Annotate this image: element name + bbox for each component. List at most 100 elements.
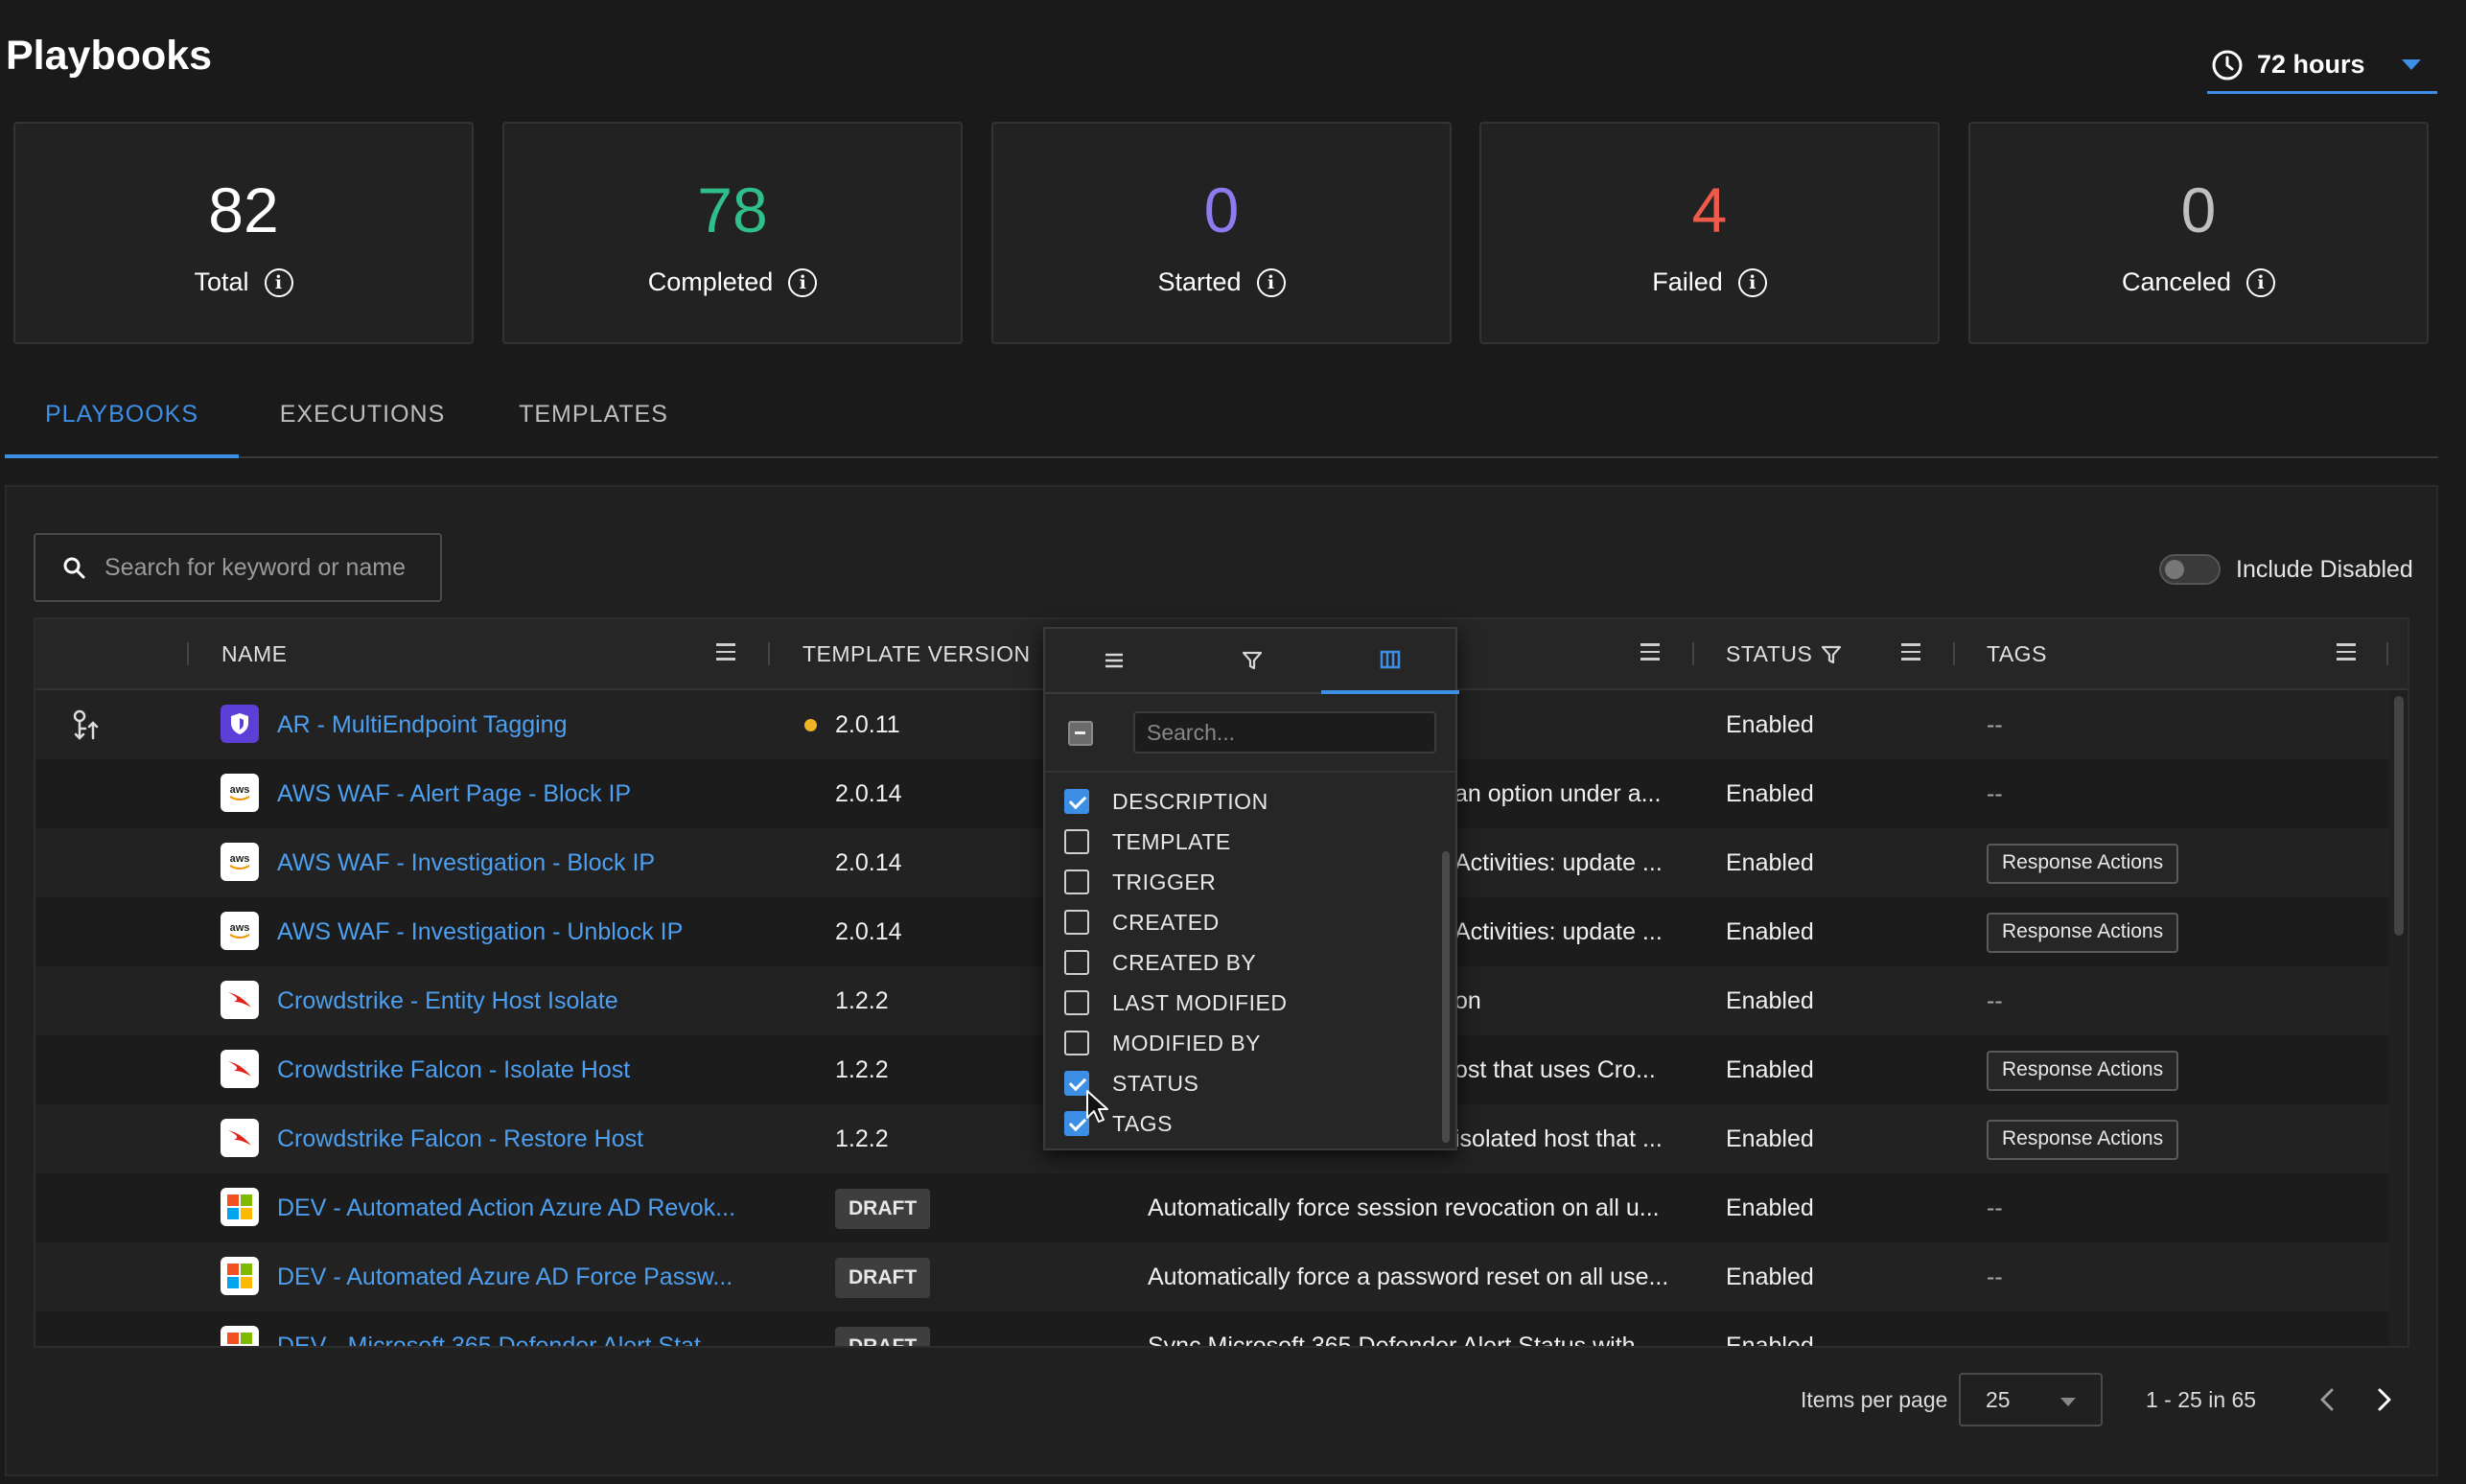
playbook-name-link[interactable]: DEV - Microsoft 365 Defender Alert Stat.… xyxy=(277,1333,721,1348)
template-version: 1.2.2 xyxy=(835,1056,889,1083)
stat-card-failed: 4 Failed i xyxy=(1479,122,1940,344)
tab-playbooks[interactable]: PLAYBOOKS xyxy=(5,382,239,458)
column-menu-icon[interactable] xyxy=(716,643,735,664)
column-checkbox[interactable] xyxy=(1064,789,1089,814)
column-chooser-tabs xyxy=(1045,629,1459,694)
status-value: Enabled xyxy=(1726,1194,1814,1221)
column-option-status[interactable]: STATUS xyxy=(1064,1064,1198,1102)
info-icon[interactable]: i xyxy=(1256,267,1286,297)
column-checkbox[interactable] xyxy=(1064,870,1089,894)
search-box[interactable] xyxy=(34,533,442,602)
tag-chip[interactable]: Response Actions xyxy=(1987,1051,2179,1092)
status-value: Enabled xyxy=(1726,987,1814,1014)
table-row[interactable]: DEV - Automated Action Azure AD Revok...… xyxy=(35,1173,2389,1243)
table-scrollbar[interactable] xyxy=(2394,696,2404,936)
status-value: Enabled xyxy=(1726,918,1814,945)
include-disabled-label: Include Disabled xyxy=(2236,555,2413,583)
column-option-label: TRIGGER xyxy=(1112,869,1217,894)
description-value: ost that uses Cro... xyxy=(1454,1056,1656,1083)
tags-value: -- xyxy=(1987,780,2003,807)
table-row[interactable]: DEV - Microsoft 365 Defender Alert Stat.… xyxy=(35,1311,2389,1348)
select-all-checkbox[interactable] xyxy=(1068,721,1093,746)
status-value: Enabled xyxy=(1726,1333,1814,1348)
tab-templates[interactable]: TEMPLATES xyxy=(519,401,668,428)
pagination-range: 1 - 25 in 65 xyxy=(2146,1386,2257,1412)
info-icon[interactable]: i xyxy=(788,267,818,297)
tab-filter[interactable] xyxy=(1183,629,1321,692)
column-header-template-version[interactable]: TEMPLATE VERSION xyxy=(803,641,1031,666)
search-input[interactable] xyxy=(103,552,432,583)
column-menu-icon[interactable] xyxy=(2337,643,2356,664)
playbook-name-link[interactable]: AR - MultiEndpoint Tagging xyxy=(277,711,568,738)
playbook-name-link[interactable]: Crowdstrike - Entity Host Isolate xyxy=(277,987,618,1014)
tab-columns[interactable] xyxy=(1321,629,1459,694)
time-range-dropdown[interactable]: 72 hours xyxy=(2207,38,2437,94)
crowdstrike-falcon-icon xyxy=(221,981,259,1019)
template-version: 1.2.2 xyxy=(835,987,889,1014)
description-value: isolated host that ... xyxy=(1454,1125,1663,1152)
info-icon[interactable]: i xyxy=(264,267,293,297)
column-menu-icon[interactable] xyxy=(1901,643,1920,664)
tab-general-menu[interactable] xyxy=(1045,629,1183,692)
include-disabled-toggle[interactable] xyxy=(2159,554,2221,585)
status-value: Enabled xyxy=(1726,1264,1814,1290)
column-checkbox[interactable] xyxy=(1064,1071,1089,1096)
filter-icon[interactable] xyxy=(1821,644,1842,665)
items-per-page-select[interactable]: 25 xyxy=(1959,1373,2103,1426)
column-option-last-modified[interactable]: LAST MODIFIED xyxy=(1064,984,1287,1022)
chevron-right-icon[interactable] xyxy=(2372,1386,2395,1413)
status-value: Enabled xyxy=(1726,1056,1814,1083)
chevron-left-icon[interactable] xyxy=(2316,1386,2339,1413)
shield-icon xyxy=(221,705,259,743)
playbook-name-link[interactable]: AWS WAF - Investigation - Unblock IP xyxy=(277,918,684,945)
column-checkbox[interactable] xyxy=(1064,1031,1089,1055)
column-checkbox[interactable] xyxy=(1064,950,1089,975)
page-title: Playbooks xyxy=(6,33,213,79)
column-menu-icon[interactable] xyxy=(1640,643,1660,664)
info-icon[interactable]: i xyxy=(2246,267,2276,297)
tag-chip[interactable]: Response Actions xyxy=(1987,844,2179,885)
template-version: 2.0.14 xyxy=(835,849,902,876)
draft-badge: DRAFT xyxy=(835,1327,931,1346)
column-checkbox[interactable] xyxy=(1064,1111,1089,1136)
column-option-label: CREATED BY xyxy=(1112,949,1257,975)
tab-executions[interactable]: EXECUTIONS xyxy=(279,401,446,428)
playbook-name-link[interactable]: DEV - Automated Action Azure AD Revok... xyxy=(277,1194,736,1221)
tag-chip[interactable]: Response Actions xyxy=(1987,1120,2179,1161)
draft-changes-dot xyxy=(804,719,817,731)
column-option-created[interactable]: CREATED xyxy=(1064,903,1220,941)
column-checkbox[interactable] xyxy=(1064,910,1089,935)
playbook-name-link[interactable]: DEV - Automated Azure AD Force Passw... xyxy=(277,1264,733,1290)
column-search-input[interactable] xyxy=(1133,711,1436,754)
stat-value: 78 xyxy=(697,174,768,245)
column-option-created-by[interactable]: CREATED BY xyxy=(1064,943,1256,982)
tags-value: -- xyxy=(1987,987,2003,1014)
info-icon[interactable]: i xyxy=(1737,267,1767,297)
description-value: Automatically force a password reset on … xyxy=(1148,1264,1669,1290)
version-branch-icon[interactable] xyxy=(72,709,101,742)
column-checkbox[interactable] xyxy=(1064,990,1089,1015)
column-option-description[interactable]: DESCRIPTION xyxy=(1064,782,1268,821)
table-row[interactable]: DEV - Automated Azure AD Force Passw... … xyxy=(35,1242,2389,1312)
column-checkbox[interactable] xyxy=(1064,829,1089,854)
svg-text:aws: aws xyxy=(230,853,250,865)
column-option-trigger[interactable]: TRIGGER xyxy=(1064,863,1216,901)
playbook-name-link[interactable]: Crowdstrike Falcon - Restore Host xyxy=(277,1125,644,1152)
column-option-tags[interactable]: TAGS xyxy=(1064,1104,1173,1143)
aws-logo-icon: aws xyxy=(221,774,259,812)
tag-chip[interactable]: Response Actions xyxy=(1987,913,2179,954)
column-header-status[interactable]: STATUS xyxy=(1726,641,1813,666)
column-option-modified-by[interactable]: MODIFIED BY xyxy=(1064,1024,1261,1062)
stat-label: Completed xyxy=(647,267,774,296)
column-header-name[interactable]: NAME xyxy=(221,641,288,666)
svg-text:aws: aws xyxy=(230,922,250,934)
columns-icon xyxy=(1380,650,1401,669)
include-disabled: Include Disabled xyxy=(2159,554,2413,585)
column-header-tags[interactable]: TAGS xyxy=(1987,641,2047,666)
playbook-name-link[interactable]: AWS WAF - Investigation - Block IP xyxy=(277,849,656,876)
column-list-scrollbar[interactable] xyxy=(1442,851,1450,1143)
items-per-page-label: Items per page xyxy=(1801,1386,1948,1412)
playbook-name-link[interactable]: AWS WAF - Alert Page - Block IP xyxy=(277,780,632,807)
playbook-name-link[interactable]: Crowdstrike Falcon - Isolate Host xyxy=(277,1056,631,1083)
column-option-template[interactable]: TEMPLATE xyxy=(1064,823,1231,861)
